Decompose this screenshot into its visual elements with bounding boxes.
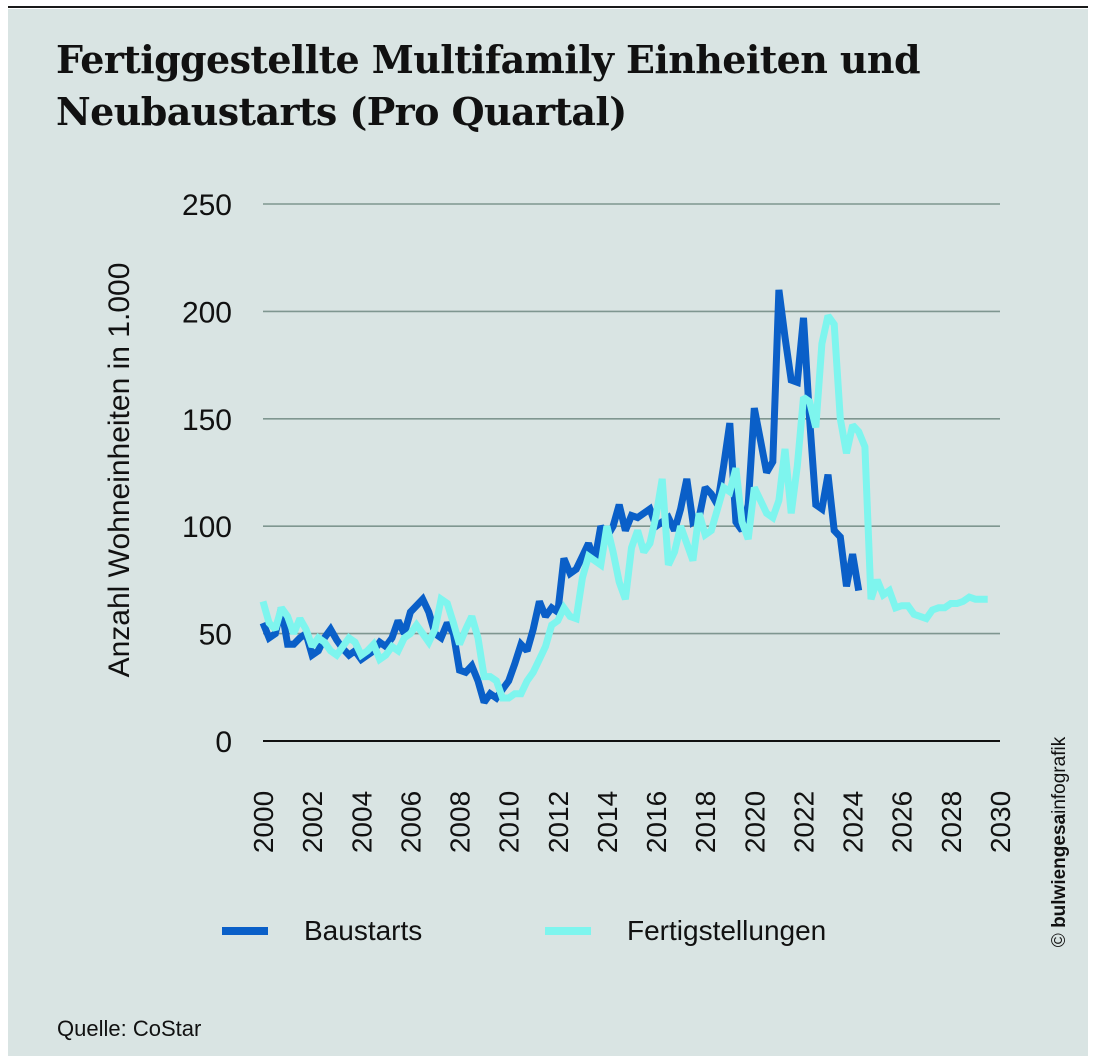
chart-title: Fertiggestellte Multifamily Einheiten un… <box>56 37 921 134</box>
x-tick-label: 2002 <box>297 791 328 853</box>
y-tick-label: 150 <box>182 404 232 437</box>
x-tick-label: 2020 <box>739 791 770 853</box>
series-line-fertigstellungen <box>259 313 988 702</box>
x-tick-label: 2004 <box>346 791 377 853</box>
legend-label-fertigstellungen: Fertigstellungen <box>627 915 827 946</box>
credit-logo: © bulwiengesainfografik <box>1049 737 1071 947</box>
x-tick-label: 2028 <box>936 791 967 853</box>
y-tick-label: 200 <box>182 296 232 329</box>
series-line-baustarts <box>259 289 863 705</box>
copyright-icon: © <box>1049 933 1070 948</box>
x-tick-labels: 2000 2002 2004 2006 2008 2010 2012 2014 2016 2018… <box>248 791 1016 853</box>
x-tick-label: 2012 <box>543 791 574 853</box>
legend-swatch-baustarts <box>222 927 268 935</box>
legend-item-fertigstellungen: Fertigstellungen <box>545 915 826 947</box>
x-tick-label: 2018 <box>690 791 721 853</box>
x-tick-label: 2000 <box>248 791 279 853</box>
credit-brand: bulwiengesa <box>1049 813 1070 928</box>
gridlines <box>263 203 1000 742</box>
y-tick-label: 250 <box>182 189 232 222</box>
y-tick-label: 100 <box>182 511 232 544</box>
line-chart: 0 50 100 150 200 250 2000 2002 2004 2006 2008 2010… <box>182 189 1016 853</box>
x-tick-label: 2026 <box>887 791 918 853</box>
legend-item-baustarts: Baustarts <box>222 915 422 947</box>
x-tick-label: 2010 <box>494 791 525 853</box>
x-tick-label: 2030 <box>985 791 1016 853</box>
series-lines <box>259 289 988 705</box>
y-tick-labels: 0 50 100 150 200 250 <box>182 189 232 759</box>
y-tick-label: 50 <box>199 619 232 652</box>
credit-suffix: infografik <box>1049 736 1070 814</box>
x-tick-label: 2024 <box>838 791 869 853</box>
x-tick-label: 2006 <box>395 791 426 853</box>
chart-panel <box>8 9 1088 1056</box>
x-tick-label: 2008 <box>445 791 476 853</box>
x-tick-label: 2016 <box>641 791 672 853</box>
x-tick-label: 2014 <box>592 791 623 853</box>
legend-swatch-fertigstellungen <box>545 927 591 935</box>
source-note: Quelle: CoStar <box>57 1016 202 1041</box>
top-rule <box>8 6 1088 8</box>
legend: Baustarts Fertigstellungen <box>0 915 1093 955</box>
x-tick-label: 2022 <box>788 791 819 853</box>
y-tick-label: 0 <box>215 726 232 759</box>
legend-label-baustarts: Baustarts <box>304 915 423 946</box>
